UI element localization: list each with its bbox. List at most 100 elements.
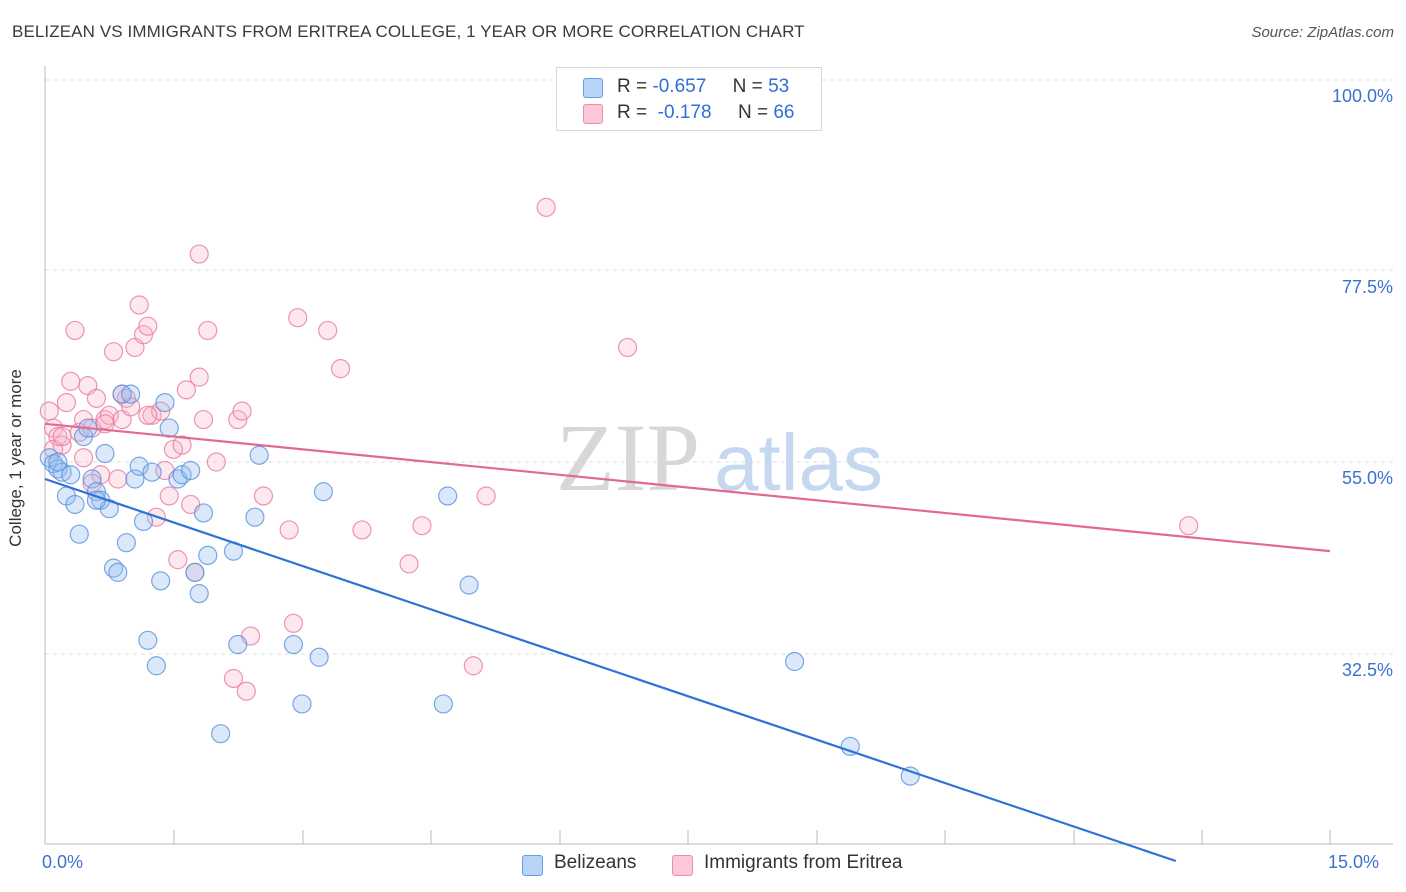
- eritrea-point: [193, 409, 214, 430]
- eritrea-point: [253, 486, 274, 506]
- belizean-point: [185, 562, 205, 582]
- belizean-point: [48, 452, 68, 472]
- eritrea-point: [279, 520, 299, 540]
- eritrea-point: [159, 486, 179, 506]
- legend-r-value: -0.178: [657, 102, 712, 123]
- eritrea-point: [330, 359, 351, 379]
- eritrea-point: [412, 516, 432, 536]
- belizean-point: [69, 524, 89, 544]
- eritrea-point: [61, 371, 81, 391]
- eritrea-point: [536, 197, 556, 217]
- belizean-point: [181, 460, 201, 481]
- belizean-point: [138, 630, 158, 650]
- bottom-legend-label-eritrea: Immigrants from Eritrea: [704, 852, 903, 873]
- legend-n-value: 53: [768, 76, 790, 97]
- belizean-trend-line: [44, 477, 1177, 863]
- eritrea-point: [168, 550, 188, 570]
- eritrea-point: [399, 554, 419, 574]
- belizean-point: [193, 503, 214, 523]
- source-label: Source: ZipAtlas.com: [1251, 24, 1394, 41]
- eritrea-point: [352, 520, 372, 540]
- eritrea-point: [463, 656, 483, 676]
- eritrea-point: [52, 426, 72, 447]
- y-tick-label: 77.5%: [1341, 277, 1393, 297]
- x-tick-label-max: 15.0%: [1328, 852, 1380, 872]
- eritrea-point: [103, 342, 124, 362]
- belizean-point: [82, 469, 102, 489]
- chart-title: BELIZEAN VS IMMIGRANTS FROM ERITREA COLL…: [12, 22, 805, 41]
- eritrea-point: [189, 367, 209, 387]
- belizean-point: [433, 694, 453, 714]
- eritrea-point: [108, 469, 128, 489]
- eritrea-point: [176, 380, 196, 400]
- belizean-point: [108, 562, 128, 582]
- eritrea-point: [1179, 516, 1199, 536]
- correlation-legend: R = -0.657 N = 53 R = -0.178 N = 66: [556, 67, 822, 131]
- eritrea-point: [39, 401, 59, 421]
- bottom-legend-swatch-belizeans: [522, 855, 543, 876]
- bottom-legend-swatch-eritrea: [672, 855, 693, 876]
- belizean-point: [146, 656, 166, 676]
- legend-n-value: 66: [773, 102, 795, 123]
- belizean-point: [249, 445, 269, 465]
- belizean-point: [900, 766, 920, 786]
- legend-r-value: -0.657: [652, 76, 707, 97]
- eritrea-point: [65, 320, 85, 341]
- y-tick-label: 32.5%: [1341, 660, 1393, 680]
- legend-n-label: N =: [737, 102, 769, 123]
- belizean-point: [151, 571, 171, 591]
- axes: [44, 66, 1393, 845]
- belizean-point: [116, 533, 136, 553]
- legend-r-label: R =: [617, 76, 648, 97]
- belizean-point: [189, 583, 209, 604]
- eritrea-point: [172, 435, 192, 455]
- eritrea-trend-line: [44, 422, 1331, 553]
- eritrea-point: [56, 393, 77, 413]
- belizean-point: [228, 634, 248, 655]
- belizean-point: [95, 443, 115, 464]
- belizean-point: [784, 651, 805, 672]
- eritrea-point: [232, 401, 252, 421]
- eritrea-point: [476, 486, 496, 506]
- eritrea-point: [198, 320, 218, 341]
- belizean-point: [283, 634, 304, 655]
- eritrea-point: [318, 320, 338, 341]
- eritrea-point: [138, 405, 158, 425]
- eritrea-point: [283, 613, 304, 633]
- belizean-point: [211, 724, 231, 744]
- belizean-point: [459, 575, 479, 595]
- eritrea-point: [617, 337, 638, 358]
- legend-swatch-eritrea: [583, 104, 603, 124]
- y-tick-label: 100.0%: [1331, 86, 1393, 106]
- y-axis-label: College, 1 year or more: [6, 369, 25, 547]
- eritrea-point: [129, 295, 149, 315]
- belizean-point: [438, 486, 458, 506]
- belizean-point: [840, 736, 860, 757]
- eritrea-point: [138, 316, 158, 336]
- x-tick-label-min: 0.0%: [42, 852, 84, 872]
- eritrea-point: [288, 308, 308, 328]
- grid-lines: [45, 79, 1393, 655]
- bottom-legend-label-belizeans: Belizeans: [554, 852, 637, 873]
- eritrea-point: [86, 388, 107, 408]
- belizean-point: [125, 469, 145, 489]
- belizean-point: [309, 647, 329, 667]
- eritrea-points: [39, 197, 1199, 701]
- belizean-point: [292, 694, 312, 714]
- legend-n-label: N =: [732, 76, 763, 97]
- belizean-point: [121, 384, 141, 404]
- watermark-zip: ZIP: [556, 404, 700, 511]
- belizean-point: [198, 545, 218, 566]
- y-tick-label: 55.0%: [1341, 468, 1393, 488]
- legend-r-label: R =: [617, 102, 648, 123]
- belizean-point: [61, 465, 81, 485]
- belizean-point: [159, 418, 179, 438]
- belizean-point: [65, 494, 85, 515]
- belizean-point: [313, 482, 334, 502]
- eritrea-point: [189, 244, 209, 264]
- watermark: ZIP atlas: [556, 404, 883, 511]
- eritrea-point: [206, 452, 226, 472]
- belizean-points: [39, 384, 920, 786]
- legend-swatch-belizeans: [583, 78, 603, 98]
